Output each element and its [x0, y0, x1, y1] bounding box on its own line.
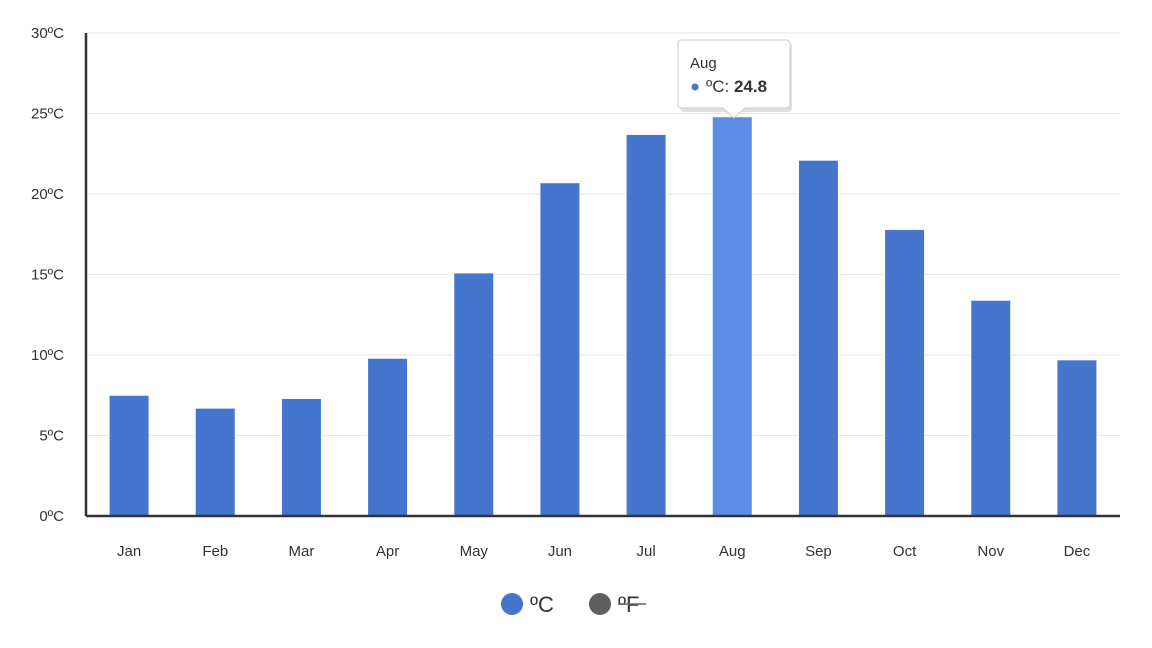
x-tick-label-nov: Nov — [977, 543, 1004, 560]
x-tick-label-dec: Dec — [1064, 543, 1091, 560]
bar-apr[interactable] — [367, 357, 409, 517]
x-tick-label-jan: Jan — [117, 543, 141, 560]
y-tick-label: 20ºC — [31, 186, 64, 203]
y-tick-label: 10ºC — [31, 347, 64, 364]
tooltip-series-dot — [691, 83, 699, 91]
x-axis-tick-labels: Jan Feb Mar Apr May Jun Jul Aug Sep Oct Nov Dec — [117, 543, 1091, 560]
x-tick-label-oct: Oct — [893, 543, 917, 560]
bar-aug[interactable] — [711, 116, 753, 517]
x-tick-label-sep: Sep — [805, 543, 832, 560]
y-tick-label: 15ºC — [31, 267, 64, 284]
tooltip: Aug ºC: 24.8 — [677, 39, 792, 119]
y-axis-tick-labels: 0ºC 5ºC 10ºC 15ºC 20ºC 25ºC 30ºC — [31, 25, 64, 525]
legend: ºC ºF — [501, 592, 646, 617]
y-tick-label: 0ºC — [39, 508, 64, 525]
bar-jan[interactable] — [108, 394, 150, 517]
x-tick-label-feb: Feb — [202, 543, 228, 560]
x-tick-label-apr: Apr — [376, 543, 399, 560]
tooltip-colon: : — [725, 77, 734, 96]
x-tick-label-may: May — [460, 543, 489, 560]
bar-sep[interactable] — [797, 159, 839, 517]
tooltip-value: 24.8 — [734, 77, 767, 96]
bar-nov[interactable] — [970, 299, 1012, 517]
legend-item-fahrenheit[interactable]: ºF — [589, 592, 646, 617]
bar-oct[interactable] — [884, 228, 926, 517]
tooltip-value-line: ºC: 24.8 — [706, 77, 767, 96]
legend-label-celsius: ºC — [530, 592, 554, 617]
x-tick-label-jun: Jun — [548, 543, 572, 560]
legend-swatch-celsius — [501, 593, 523, 615]
tooltip-frame — [677, 39, 791, 119]
y-tick-label: 5ºC — [39, 428, 64, 445]
bar-jul[interactable] — [625, 133, 667, 517]
tooltip-category: Aug — [690, 55, 717, 72]
x-tick-label-jul: Jul — [636, 543, 655, 560]
bars — [108, 116, 1098, 517]
tooltip-box: Aug ºC: 24.8 — [677, 39, 791, 119]
bar-feb[interactable] — [194, 407, 236, 517]
legend-swatch-fahrenheit — [589, 593, 611, 615]
tooltip-series-label: ºC — [706, 77, 725, 96]
bar-may[interactable] — [453, 272, 495, 517]
bar-jun[interactable] — [539, 182, 581, 517]
bar-dec[interactable] — [1056, 359, 1098, 517]
y-tick-label: 25ºC — [31, 106, 64, 123]
legend-item-celsius[interactable]: ºC — [501, 592, 554, 617]
bar-mar[interactable] — [280, 397, 322, 517]
gridlines — [86, 32, 1120, 436]
y-tick-label: 30ºC — [31, 25, 64, 42]
x-tick-label-mar: Mar — [288, 543, 314, 560]
x-tick-label-aug: Aug — [719, 543, 746, 560]
